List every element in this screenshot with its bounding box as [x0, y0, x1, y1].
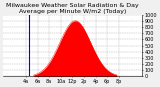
Title: Milwaukee Weather Solar Radiation & Day Average per Minute W/m2 (Today): Milwaukee Weather Solar Radiation & Day …	[6, 3, 139, 14]
